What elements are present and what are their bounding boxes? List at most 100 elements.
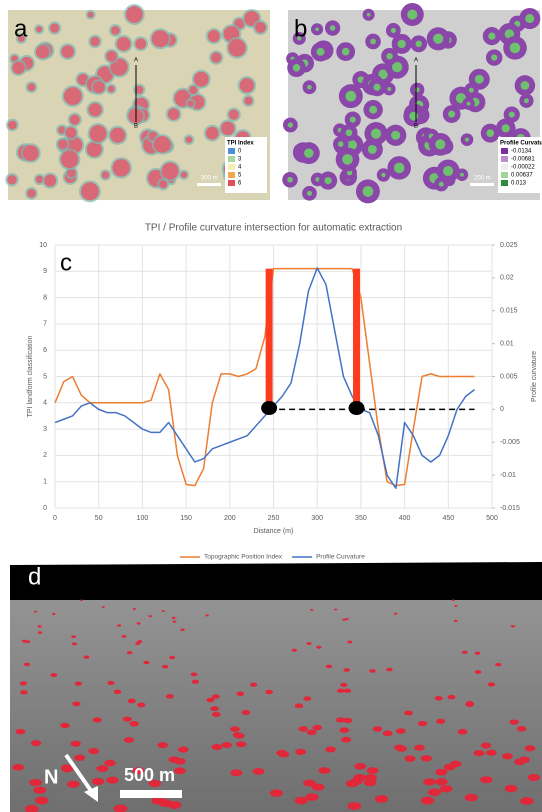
x-tick-label: 200 — [224, 515, 236, 522]
mound — [468, 87, 474, 93]
mound — [325, 746, 336, 753]
mound — [177, 746, 189, 753]
mound — [347, 802, 362, 810]
map-b-features: b A B Profile Curvatu -0.0134 -0.00681 -0.0002… — [282, 3, 542, 204]
mound — [24, 804, 39, 812]
mound — [464, 793, 478, 802]
mound — [205, 126, 219, 140]
legend-label: Profile Curvature — [316, 554, 365, 561]
mound — [343, 668, 350, 672]
mound — [304, 148, 314, 158]
mound — [414, 744, 425, 751]
legend-swatch — [501, 164, 508, 170]
scale-label: 500 m — [124, 765, 175, 785]
legend-label: Topographic Position Index — [204, 554, 283, 561]
mound — [132, 767, 145, 775]
mound — [369, 105, 378, 114]
point-label: B — [414, 124, 418, 130]
mound — [269, 789, 283, 797]
mound — [168, 756, 180, 763]
mound — [121, 634, 127, 638]
mound — [337, 141, 344, 147]
mound — [249, 682, 258, 687]
mound — [369, 669, 376, 673]
mound — [373, 83, 381, 91]
x-tick-label: 0 — [53, 515, 57, 522]
mound — [236, 691, 245, 697]
mound — [427, 788, 442, 796]
y2-tick-label: 0.005 — [500, 373, 518, 380]
mound — [387, 86, 392, 91]
mound — [228, 39, 246, 57]
point-label: A — [134, 58, 138, 64]
mound — [460, 172, 464, 177]
mound — [362, 186, 374, 197]
mound — [391, 61, 403, 73]
mound — [230, 769, 243, 777]
mound — [407, 9, 418, 20]
mound — [474, 670, 482, 674]
mound — [74, 681, 82, 686]
mound — [151, 30, 169, 48]
mound — [318, 767, 331, 774]
y-tick-label: 5 — [43, 373, 47, 380]
mound — [33, 610, 38, 613]
mound — [123, 737, 135, 743]
mound — [366, 767, 379, 774]
mound — [235, 741, 247, 748]
mound — [487, 682, 496, 687]
mound — [113, 689, 122, 695]
legend-swatch — [501, 172, 508, 178]
mound — [30, 740, 42, 747]
mound — [447, 694, 456, 700]
mound — [74, 754, 86, 761]
mound — [230, 726, 240, 732]
legend-label: 4 — [238, 165, 242, 171]
y-axis-label: TPI landform classification — [27, 336, 34, 418]
mound — [210, 52, 222, 63]
mound — [27, 188, 36, 198]
mound — [461, 650, 468, 654]
legend-label: -0.0134 — [511, 149, 532, 155]
mound — [292, 64, 301, 72]
x-tick-label: 300 — [311, 515, 323, 522]
mound — [345, 90, 357, 102]
mound — [8, 120, 17, 130]
mound — [92, 717, 102, 723]
map-d-features: d N 500 m — [12, 563, 540, 812]
mound — [386, 667, 393, 672]
mound — [161, 162, 179, 180]
mound — [232, 732, 243, 738]
mound — [341, 47, 350, 56]
mound — [36, 26, 43, 33]
mound — [80, 182, 99, 201]
mound — [439, 785, 453, 793]
legend-swatch — [228, 172, 235, 178]
mound — [303, 696, 312, 701]
mound — [342, 154, 353, 165]
mound — [391, 130, 401, 140]
mound — [148, 779, 162, 788]
legend-swatch — [228, 180, 235, 186]
mound — [172, 620, 177, 623]
legend-label: 0.00637 — [511, 173, 533, 179]
mound — [101, 606, 105, 608]
highlight-bar — [353, 268, 361, 409]
legend-label: 0.013 — [511, 181, 527, 187]
mound — [67, 168, 76, 178]
y2-tick-label: 0.01 — [500, 340, 514, 347]
mound — [339, 727, 350, 733]
y-tick-label: 8 — [43, 294, 47, 301]
mound — [190, 672, 198, 677]
mound — [420, 755, 432, 762]
x-tick-label: 250 — [268, 515, 280, 522]
mound — [220, 121, 235, 136]
mound — [423, 778, 436, 786]
legend-label: 3 — [238, 157, 242, 163]
mound — [206, 697, 215, 703]
mound — [417, 720, 428, 727]
mound — [316, 47, 325, 56]
mound — [27, 83, 36, 92]
mound — [7, 175, 17, 185]
